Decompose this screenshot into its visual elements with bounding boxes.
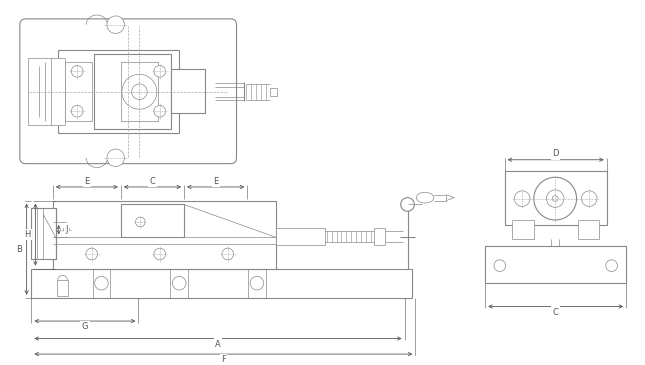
Circle shape	[95, 276, 108, 290]
Text: H: H	[25, 230, 31, 239]
Bar	[276, 228, 325, 245]
Circle shape	[250, 276, 264, 290]
Circle shape	[122, 74, 157, 109]
Ellipse shape	[416, 192, 433, 203]
Circle shape	[606, 260, 617, 272]
Bar	[57, 280, 68, 296]
FancyBboxPatch shape	[20, 19, 237, 164]
Text: A: A	[215, 340, 221, 349]
Circle shape	[64, 227, 70, 233]
Circle shape	[132, 84, 147, 100]
Text: C: C	[553, 308, 559, 317]
Circle shape	[581, 191, 597, 206]
Circle shape	[135, 217, 145, 227]
Circle shape	[546, 190, 564, 207]
Circle shape	[107, 16, 124, 34]
Circle shape	[552, 196, 558, 201]
Bar	[64, 62, 92, 121]
Bar	[577, 220, 599, 239]
Bar	[485, 246, 626, 283]
Circle shape	[534, 177, 577, 220]
Text: F: F	[221, 356, 226, 364]
Circle shape	[58, 275, 68, 285]
Bar	[512, 220, 534, 239]
Circle shape	[494, 260, 506, 272]
Bar	[504, 172, 607, 225]
Circle shape	[154, 248, 166, 260]
Bar	[121, 62, 158, 121]
Text: D: D	[552, 149, 559, 158]
Bar	[32, 208, 55, 259]
Circle shape	[172, 276, 186, 290]
Bar	[373, 228, 385, 245]
Circle shape	[222, 248, 233, 260]
Circle shape	[515, 191, 530, 206]
Bar	[53, 201, 276, 269]
Bar	[32, 269, 412, 298]
Circle shape	[401, 198, 414, 211]
Circle shape	[86, 248, 97, 260]
Text: E: E	[213, 177, 218, 186]
Circle shape	[107, 149, 124, 166]
Circle shape	[72, 105, 83, 117]
Bar	[58, 50, 179, 132]
Bar	[94, 54, 172, 129]
Bar	[121, 204, 184, 238]
Text: B: B	[16, 245, 22, 254]
Circle shape	[154, 65, 166, 77]
Text: J: J	[65, 225, 68, 234]
Text: C: C	[150, 177, 155, 186]
Bar	[28, 58, 64, 125]
Circle shape	[72, 65, 83, 77]
Text: E: E	[84, 177, 90, 186]
Text: G: G	[82, 322, 88, 331]
Bar	[172, 69, 205, 113]
Circle shape	[154, 105, 166, 117]
Bar	[270, 88, 277, 96]
